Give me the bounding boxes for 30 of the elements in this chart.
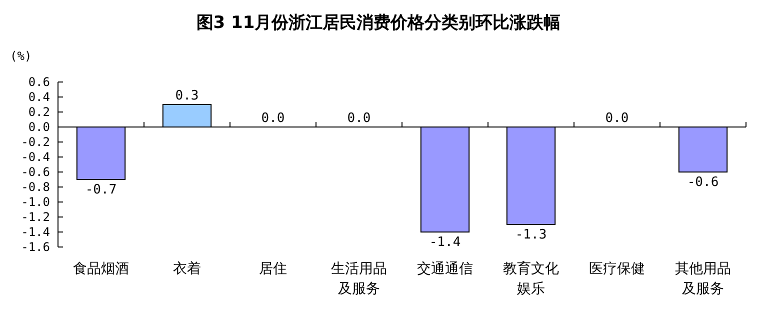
x-tick-label: 医疗保健 xyxy=(589,261,645,277)
x-tick-label: 衣着 xyxy=(173,261,201,277)
y-tick-label: -0.8 xyxy=(21,180,50,194)
y-tick-label: -1.2 xyxy=(21,210,50,224)
x-tick-label: 食品烟酒 xyxy=(73,261,129,277)
y-tick-label: 0.2 xyxy=(28,105,50,119)
y-tick-label: -0.2 xyxy=(21,135,50,149)
x-tick-label: 教育文化娱乐 xyxy=(503,260,559,297)
x-tick-label: 其他用品及服务 xyxy=(675,261,731,297)
data-label: -1.3 xyxy=(515,228,547,242)
data-label: -0.6 xyxy=(687,175,719,190)
y-axis-title: (%) xyxy=(10,49,32,63)
data-label: 0.0 xyxy=(347,111,371,126)
x-tick-label: 居住 xyxy=(259,261,287,277)
y-tick-label: -1.4 xyxy=(21,225,50,239)
data-label: -0.7 xyxy=(85,182,117,198)
data-label: 0.0 xyxy=(605,111,629,126)
y-tick-label: -0.4 xyxy=(21,150,50,164)
x-tick-label: 交通通信 xyxy=(417,261,473,277)
data-label: -1.4 xyxy=(429,235,461,250)
x-tick-label: 生活用品及服务 xyxy=(331,261,387,297)
data-label: 0.0 xyxy=(261,111,285,126)
chart-title: 图3 11月份浙江居民消费价格分类别环比涨跌幅 xyxy=(196,13,561,33)
y-tick-label: -0.6 xyxy=(21,165,50,179)
data-label: 0.3 xyxy=(175,88,199,104)
y-tick-label: 0.4 xyxy=(28,90,50,104)
y-tick-label: 0.6 xyxy=(28,75,50,89)
y-tick-label: -1.6 xyxy=(21,240,50,254)
y-tick-label: 0.0 xyxy=(28,120,50,134)
y-tick-label: -1.0 xyxy=(21,195,50,209)
